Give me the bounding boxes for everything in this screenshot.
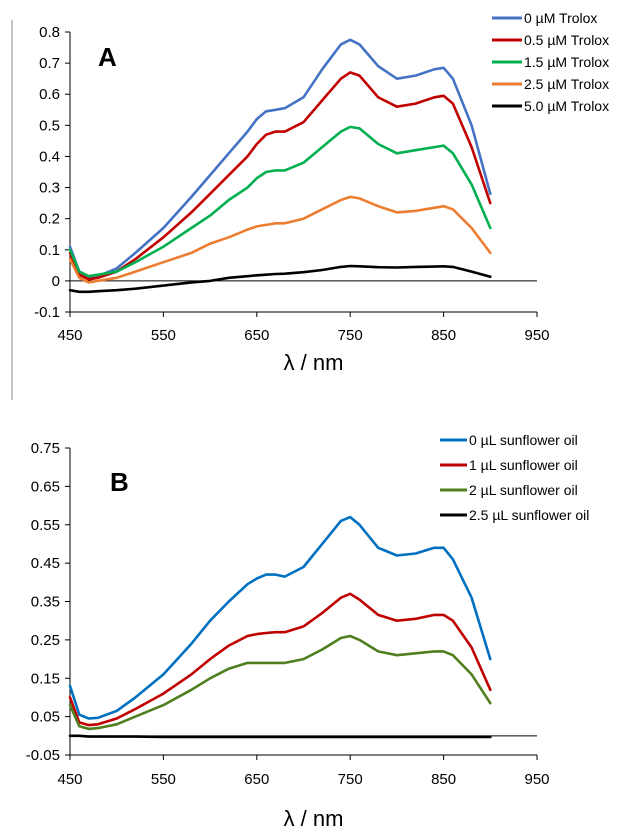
x-tick-label: 750 xyxy=(338,771,363,788)
y-tick-label: 0.15 xyxy=(31,670,60,687)
series-line xyxy=(68,71,492,281)
panel-label: B xyxy=(110,467,129,497)
legend-label: 0 µL sunflower oil xyxy=(469,432,578,448)
y-tick-label: 0.75 xyxy=(31,440,60,457)
legend-label: 2 µL sunflower oil xyxy=(469,482,578,498)
series-line xyxy=(68,515,492,720)
y-tick-label: 0.6 xyxy=(39,86,60,103)
x-tick-label: 450 xyxy=(57,327,82,344)
legend-label: 0.5 µM Trolox xyxy=(524,32,609,48)
y-tick-label: 0.5 xyxy=(39,117,60,134)
x-tick-label: 750 xyxy=(338,327,363,344)
y-tick-label: 0 xyxy=(52,273,60,290)
x-tick-label: 850 xyxy=(431,327,456,344)
y-tick-label: 0.8 xyxy=(39,24,60,41)
series-line xyxy=(68,38,492,280)
x-tick-label: 550 xyxy=(151,327,176,344)
series-line xyxy=(68,734,492,739)
y-tick-label: 0.7 xyxy=(39,55,60,72)
y-tick-label: 0.4 xyxy=(39,148,60,165)
x-axis-title: λ / nm xyxy=(284,806,344,831)
y-tick-label: 0.3 xyxy=(39,180,60,197)
y-tick-label: 0.2 xyxy=(39,211,60,228)
y-tick-label: 0.1 xyxy=(39,242,60,259)
series-line xyxy=(68,634,492,731)
y-tick-label: 0.35 xyxy=(31,594,60,611)
series-line xyxy=(68,195,492,284)
y-tick-label: 0.55 xyxy=(31,517,60,534)
y-tick-label: 0.45 xyxy=(31,555,60,572)
series-line xyxy=(68,592,492,727)
panel-a: -0.1 0 0.1 0.2 0.3 0.4 0.5 0.6 0.7 0.8 450 550 650 75… xyxy=(34,10,609,375)
x-tick-label: 650 xyxy=(244,771,269,788)
x-tick-label: 950 xyxy=(524,327,549,344)
x-tick-label: 850 xyxy=(431,771,456,788)
series-line xyxy=(68,125,492,278)
y-tick-label: 0.65 xyxy=(31,478,60,495)
panel-b: -0.05 0.05 0.15 0.25 0.35 0.45 0.55 0.65 0.75 450… xyxy=(26,432,590,831)
legend-label: 0 µM Trolox xyxy=(524,10,597,26)
y-tick-label: 0.05 xyxy=(31,709,60,726)
x-tick-label: 450 xyxy=(57,771,82,788)
y-tick-label: 0.25 xyxy=(31,632,60,649)
panel-label: A xyxy=(98,42,117,72)
legend-label: 2.5 µL sunflower oil xyxy=(469,507,589,523)
series-line xyxy=(68,264,492,294)
y-tick-label: -0.05 xyxy=(26,747,60,764)
legend-label: 2.5 µM Trolox xyxy=(524,76,609,92)
x-tick-label: 650 xyxy=(244,327,269,344)
y-tick-label: -0.1 xyxy=(34,304,60,321)
legend-label: 1 µL sunflower oil xyxy=(469,457,578,473)
x-tick-label: 550 xyxy=(151,771,176,788)
legend-label: 5.0 µM Trolox xyxy=(524,98,609,114)
legend-label: 1.5 µM Trolox xyxy=(524,54,609,70)
x-tick-label: 950 xyxy=(524,771,549,788)
x-axis-title: λ / nm xyxy=(284,350,344,375)
